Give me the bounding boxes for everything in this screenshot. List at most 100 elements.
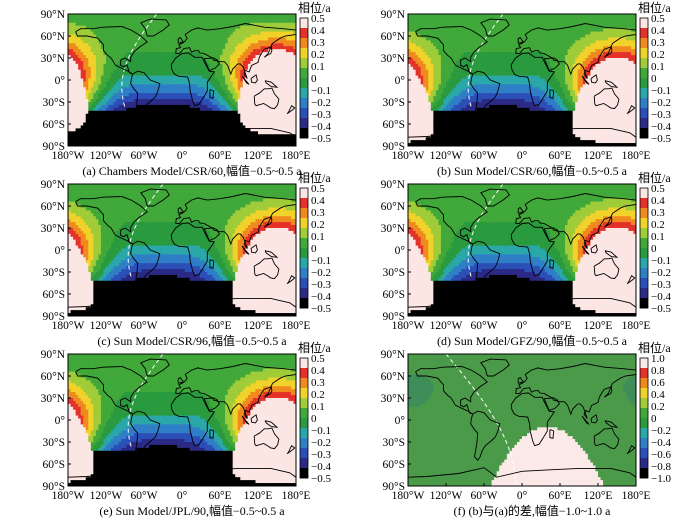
y-tick-label: 90°S — [383, 311, 406, 323]
colorbar-swatch — [640, 368, 648, 379]
colorbar-tick-label: −1.0 — [651, 473, 671, 485]
colorbar-tick-label: 0 — [651, 413, 657, 425]
colorbar-swatch — [640, 118, 648, 129]
colorbar-swatch — [300, 208, 308, 219]
colorbar-title: 相位/a — [298, 0, 331, 15]
colorbar-swatch — [300, 218, 308, 229]
y-tick-label: 60°S — [383, 119, 406, 131]
y-tick-label: 30°S — [43, 437, 66, 449]
colorbar-swatch — [300, 448, 308, 459]
colorbar-swatch — [300, 248, 308, 259]
colorbar-swatch — [640, 298, 648, 309]
colorbar-swatch — [300, 438, 308, 449]
colorbar-swatch — [300, 238, 308, 249]
colorbar-swatch — [300, 28, 308, 39]
coastline — [408, 358, 636, 478]
y-tick-label: 30°S — [43, 97, 66, 109]
y-tick-label: 60°N — [381, 371, 406, 383]
panel-caption: (b) Sun Model/CSR/60,幅值−0.5~0.5 a — [437, 163, 628, 178]
colorbar-swatch — [640, 228, 648, 239]
x-tick-label: 180°W — [392, 150, 425, 162]
colorbar-tick-label: −0.2 — [311, 267, 331, 279]
y-tick-label: 90°S — [383, 141, 406, 153]
colorbar-swatch — [640, 398, 648, 409]
colorbar-swatch — [640, 388, 648, 399]
colorbar-tick-label: −0.5 — [651, 133, 671, 145]
colorbar-swatch — [300, 298, 308, 309]
colorbar-tick-label: −0.1 — [651, 255, 671, 267]
colorbar-tick-label: 0 — [651, 73, 657, 85]
x-tick-label: 60°E — [548, 490, 571, 502]
colorbar-swatch — [300, 468, 308, 479]
x-tick-label: 0° — [517, 490, 528, 502]
phase-field — [68, 14, 296, 146]
colorbar-tick-label: 0.2 — [311, 219, 325, 231]
x-tick-label: 60°W — [471, 490, 498, 502]
colorbar-swatch — [640, 128, 648, 139]
x-tick-label: 60°E — [548, 320, 571, 332]
colorbar: 相位/a0.50.40.30.20.10−0.1−0.2−0.3−0.4−0.5 — [638, 0, 671, 145]
y-tick-label: 60°N — [381, 31, 406, 43]
x-tick-label: 180°W — [52, 320, 85, 332]
colorbar-tick-label: −0.4 — [311, 121, 331, 133]
y-tick-label: 30°N — [381, 53, 406, 65]
coastline — [68, 18, 296, 138]
y-tick-label: 30°N — [41, 393, 66, 405]
colorbar-tick-label: 0.2 — [651, 219, 665, 231]
colorbar-swatch — [300, 388, 308, 399]
colorbar-swatch — [300, 228, 308, 239]
panel-caption: (e) Sun Model/JPL/90,幅值−0.5~0.5 a — [99, 503, 285, 518]
colorbar-tick-label: −0.2 — [311, 437, 331, 449]
colorbar-tick-label: −0.4 — [311, 461, 331, 473]
colorbar-swatch — [640, 108, 648, 119]
colorbar-swatch — [640, 198, 648, 209]
coastline — [68, 358, 296, 478]
y-tick-label: 60°S — [43, 459, 66, 471]
colorbar-swatch — [300, 18, 308, 29]
colorbar-tick-label: 0.2 — [311, 49, 325, 61]
y-tick-label: 30°S — [43, 267, 66, 279]
colorbar-tick-label: −0.4 — [311, 291, 331, 303]
colorbar-tick-label: −0.5 — [311, 303, 331, 315]
x-tick-label: 120°E — [584, 150, 613, 162]
colorbar-swatch — [640, 18, 648, 29]
colorbar-tick-label: 0.2 — [311, 389, 325, 401]
colorbar-tick-label: −0.4 — [651, 291, 671, 303]
colorbar-tick-label: 0.5 — [311, 13, 325, 25]
colorbar-swatch — [300, 108, 308, 119]
x-tick-label: 60°W — [471, 150, 498, 162]
y-tick-label: 90°N — [41, 179, 66, 191]
colorbar-tick-label: −0.1 — [311, 255, 331, 267]
phase-field — [408, 184, 636, 316]
colorbar-swatch — [300, 118, 308, 129]
colorbar-swatch — [300, 268, 308, 279]
colorbar-tick-label: 0.4 — [311, 195, 325, 207]
colorbar-swatch — [640, 68, 648, 79]
x-tick-label: 120°W — [430, 150, 463, 162]
colorbar-swatch — [300, 398, 308, 409]
colorbar-tick-label: −0.5 — [311, 473, 331, 485]
colorbar-swatch — [300, 368, 308, 379]
y-tick-label: 30°S — [383, 97, 406, 109]
x-tick-label: 180°E — [622, 490, 651, 502]
y-tick-label: 60°N — [41, 201, 66, 213]
y-tick-label: 90°S — [383, 481, 406, 493]
y-tick-label: 30°N — [381, 223, 406, 235]
x-tick-label: 120°W — [90, 150, 123, 162]
colorbar-title: 相位/a — [638, 340, 671, 355]
colorbar: 相位/a0.50.40.30.20.10−0.1−0.2−0.3−0.4−0.5 — [638, 170, 671, 315]
y-tick-label: 0° — [395, 415, 406, 427]
y-tick-label: 0° — [55, 75, 66, 87]
x-tick-label: 60°W — [471, 320, 498, 332]
x-tick-label: 120°E — [244, 490, 273, 502]
colorbar-tick-label: 0.1 — [311, 401, 325, 413]
y-tick-label: 90°N — [41, 9, 66, 21]
colorbar-swatch — [300, 418, 308, 429]
x-tick-label: 0° — [177, 320, 188, 332]
colorbar-title: 相位/a — [298, 340, 331, 355]
y-tick-label: 30°N — [381, 393, 406, 405]
colorbar-tick-label: 0.5 — [651, 183, 665, 195]
